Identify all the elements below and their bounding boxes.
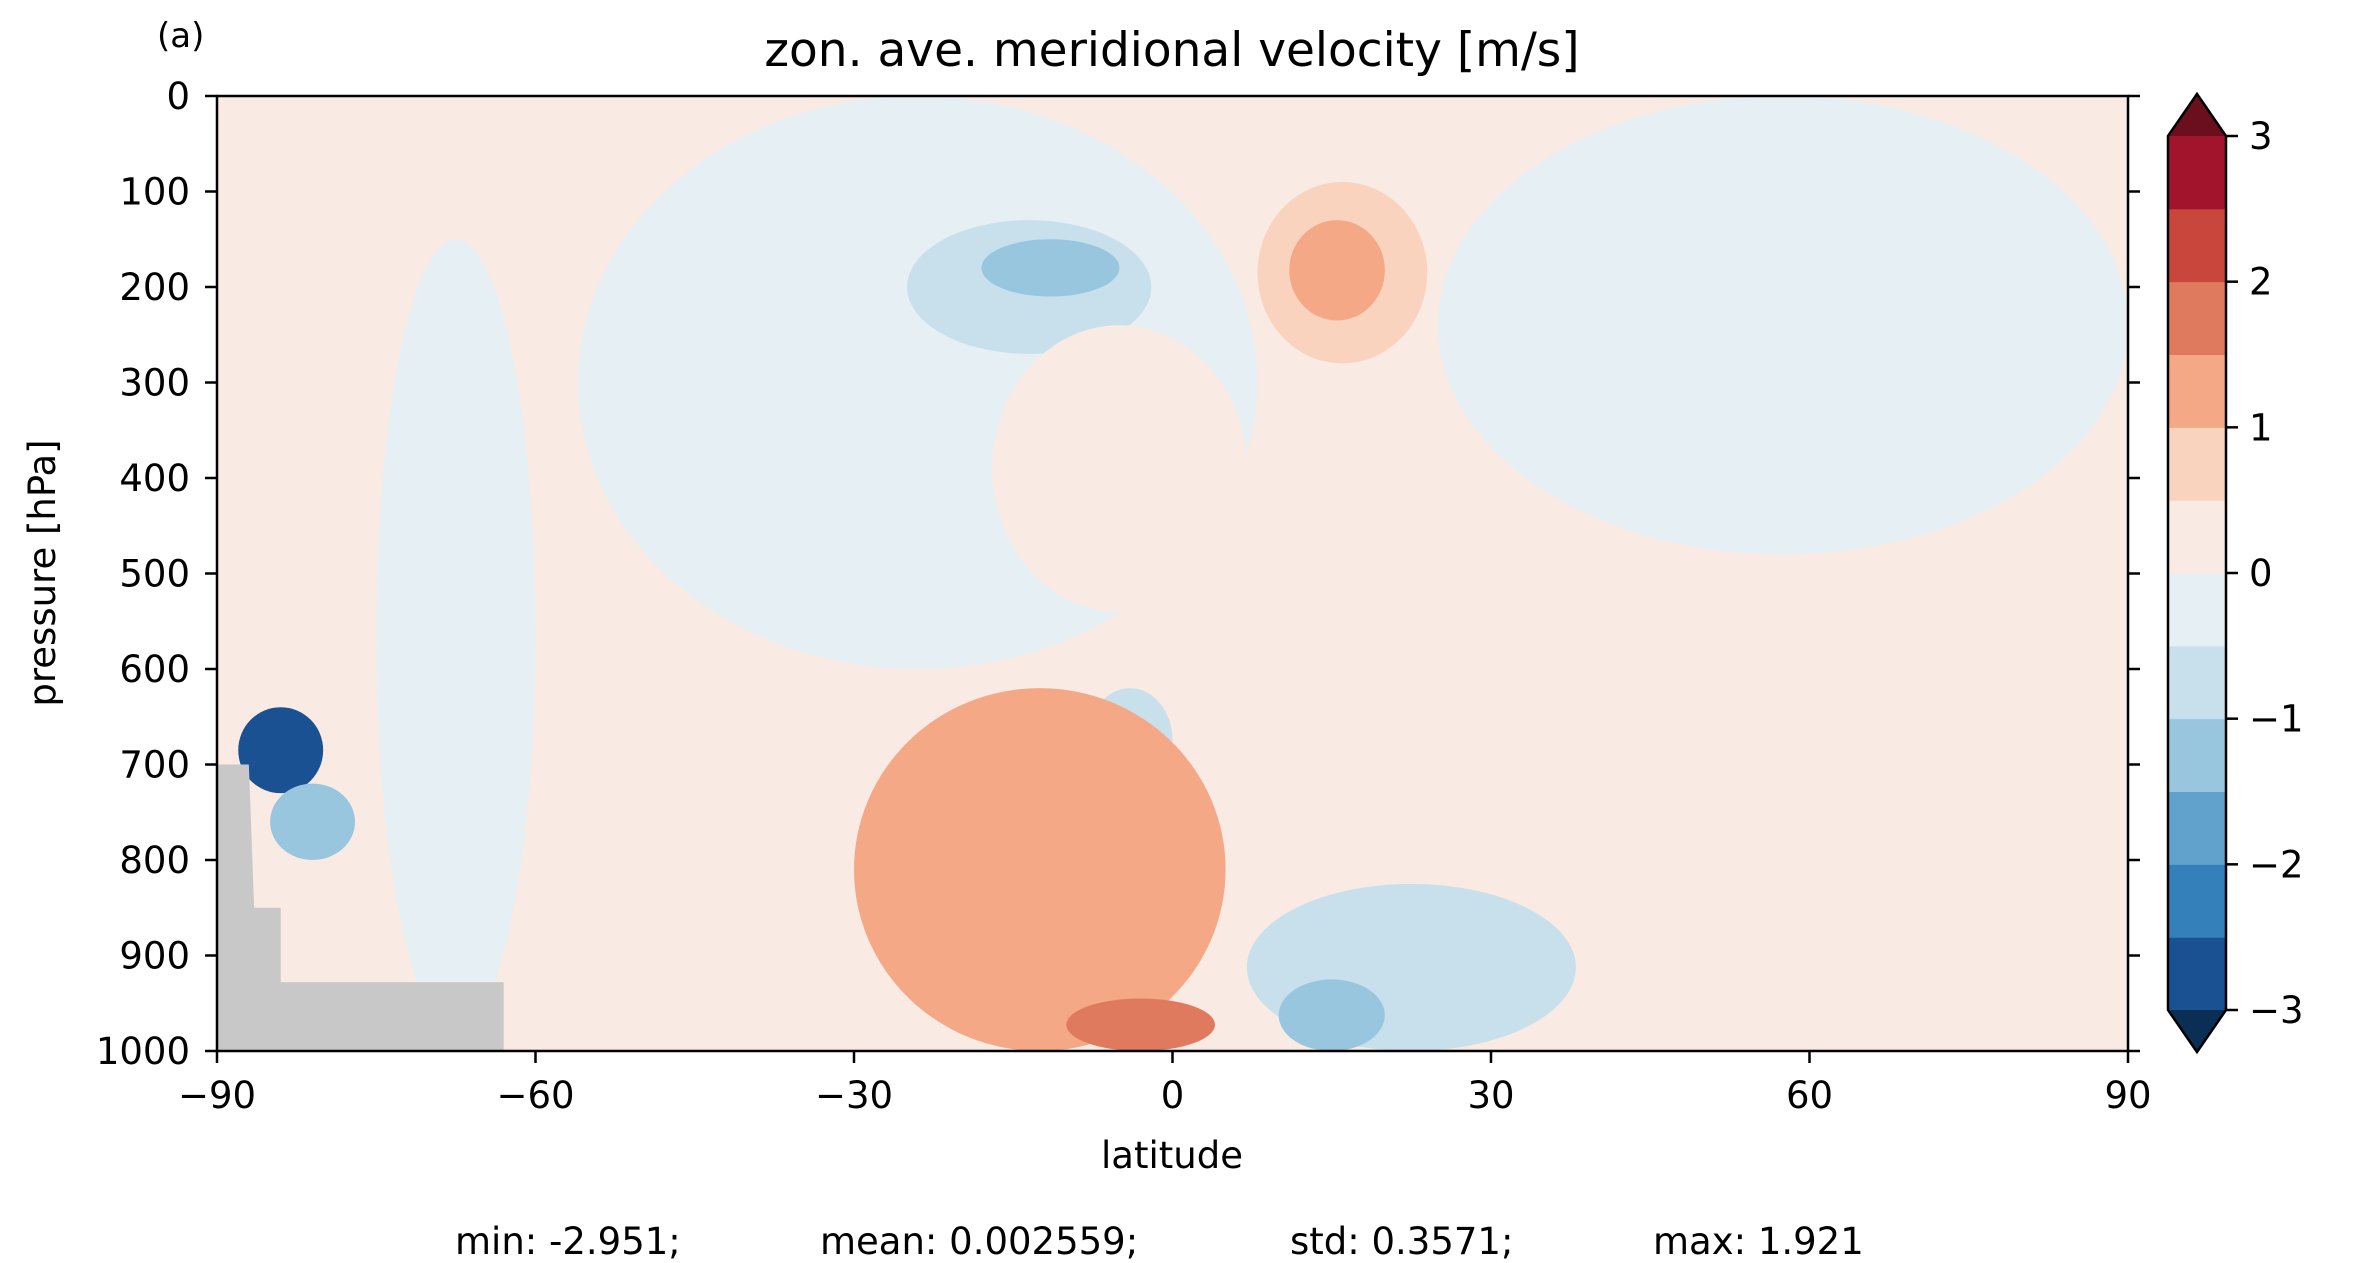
y-tick-label: 100 [119, 171, 190, 214]
x-tick-label: 60 [1786, 1074, 1833, 1117]
x-tick-label: 30 [1467, 1074, 1514, 1117]
y-tick-label: 700 [119, 744, 190, 787]
x-axis: −90 −60 −30 0 30 60 90 [178, 1051, 2152, 1117]
colorbar-segment [2168, 281, 2226, 355]
contour-region-11 [853, 688, 1226, 1051]
colorbar-segment [2168, 864, 2226, 938]
contour-region-15 [1437, 96, 2128, 555]
colorbar-segment [2168, 354, 2226, 428]
stat-max: max: 1.921 [1653, 1220, 1864, 1263]
colorbar-segment [2168, 645, 2226, 720]
y-tick-label: 0 [166, 75, 190, 118]
stat-min: min: -2.951; [455, 1220, 681, 1263]
colorbar-tick-label: −1 [2249, 698, 2304, 741]
colorbar: 3 2 1 0 −1 −2 −3 [2166, 91, 2304, 1055]
colorbar-extend-max [2168, 94, 2226, 136]
contour-region-2 [376, 239, 536, 1032]
colorbar-segment [2168, 208, 2226, 283]
colorbar-segment [2168, 427, 2226, 501]
colorbar-segment [2168, 937, 2226, 1011]
contour-region-6 [1289, 220, 1385, 321]
contour-region-14 [1278, 979, 1385, 1051]
y-tick-label: 1000 [96, 1030, 190, 1073]
colorbar-segment [2168, 718, 2226, 792]
y-axis: 0 100 200 300 400 500 600 700 800 900 1000 [96, 75, 2140, 1073]
x-tick-label: 90 [2104, 1074, 2151, 1117]
colorbar-tick-label: 1 [2249, 406, 2273, 449]
colorbar-tick-label: −3 [2249, 989, 2304, 1032]
contour-region-12 [1066, 998, 1215, 1051]
panel-label: (a) [157, 16, 204, 56]
contour-region-9 [238, 707, 324, 794]
colorbar-segment [2168, 136, 2226, 210]
stat-std: std: 0.3571; [1290, 1220, 1513, 1263]
x-tick-label: 0 [1161, 1074, 1185, 1117]
colorbar-tick-label: 0 [2249, 552, 2273, 595]
topography-mask [217, 764, 504, 1051]
colorbar-extend-min [2168, 1010, 2226, 1052]
y-tick-label: 300 [119, 362, 190, 405]
x-tick-label: −60 [496, 1074, 574, 1117]
colorbar-segment [2168, 791, 2226, 865]
x-tick-label: −30 [815, 1074, 893, 1117]
stat-mean: mean: 0.002559; [820, 1220, 1138, 1263]
contour-plot-area [217, 96, 2128, 1051]
contour-region-4 [981, 239, 1120, 297]
y-tick-label: 400 [119, 457, 190, 500]
x-axis-label: latitude [1101, 1134, 1243, 1177]
colorbar-tick-label: −2 [2249, 843, 2304, 886]
y-tick-label: 600 [119, 648, 190, 691]
contour-region-7 [992, 325, 1247, 612]
colorbar-segment [2168, 573, 2226, 647]
colorbar-segment [2168, 500, 2226, 574]
contour-region-10 [270, 783, 356, 860]
colorbar-tick-label: 3 [2249, 115, 2273, 158]
y-tick-label: 800 [119, 839, 190, 882]
y-tick-label: 900 [119, 935, 190, 978]
chart-title: zon. ave. meridional velocity [m/s] [764, 23, 1579, 78]
colorbar-tick-label: 2 [2249, 261, 2273, 304]
y-axis-label: pressure [hPa] [21, 439, 64, 706]
y-tick-label: 200 [119, 266, 190, 309]
y-tick-label: 500 [119, 553, 190, 596]
x-tick-label: −90 [178, 1074, 256, 1117]
